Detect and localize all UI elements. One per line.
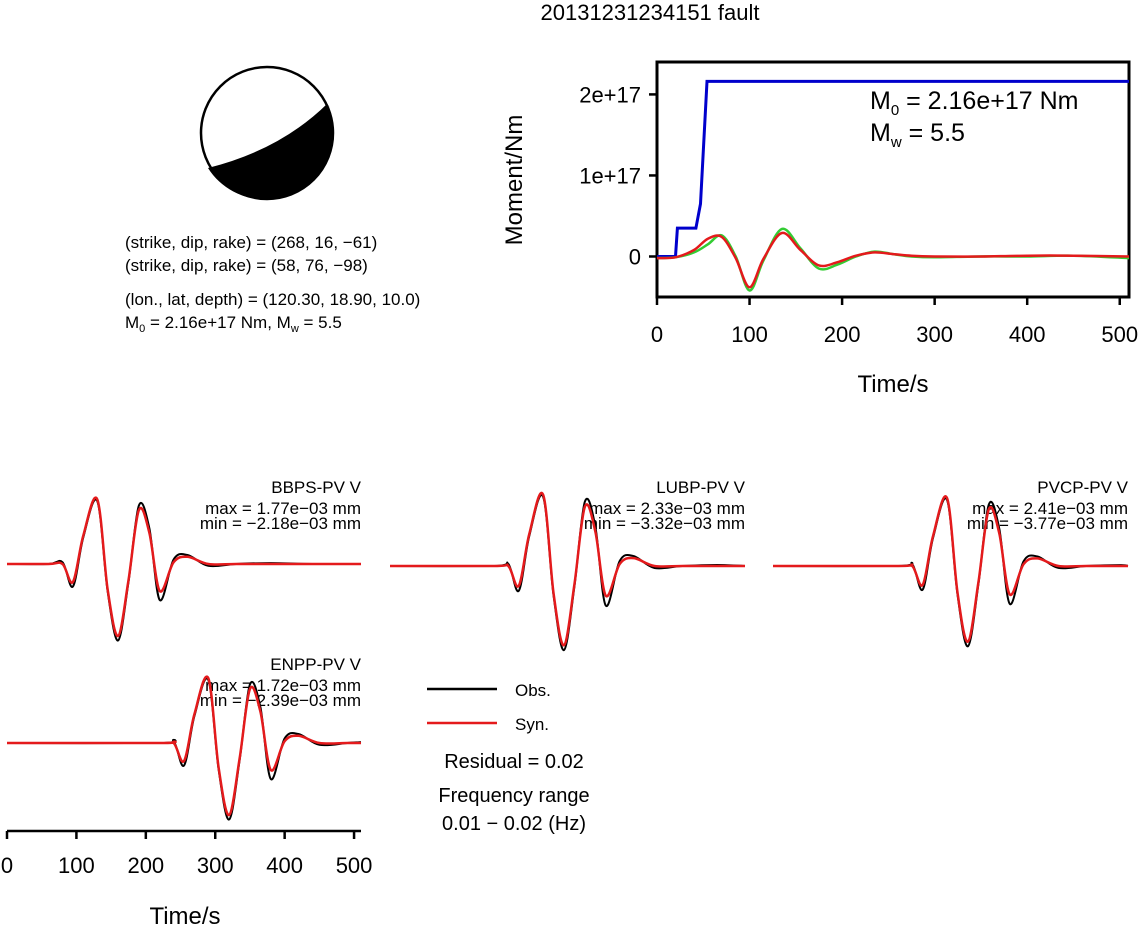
station-name: BBPS-PV V <box>271 478 361 497</box>
legend-obs-label: Obs. <box>515 681 551 700</box>
moment-rate-panel: Moment/Nm Time/s M0 = 2.16e+17 Nm Mw = 5… <box>501 60 1138 398</box>
residual-text: Residual = 0.02 <box>444 751 584 773</box>
moment-x-tick-label: 400 <box>1009 322 1046 347</box>
station-max: max = 2.33e−03 mm <box>589 499 745 518</box>
station-max: max = 2.41e−03 mm <box>972 499 1128 518</box>
moment-y-axis-label: Moment/Nm <box>501 115 528 246</box>
waveform-x-tick-label: 300 <box>197 853 234 878</box>
station-max: max = 1.72e−03 mm <box>205 676 361 695</box>
m0-value: = 2.16e+17 Nm <box>899 87 1078 115</box>
beachball-diagram <box>199 65 335 201</box>
m-symbol: M <box>870 87 891 115</box>
moment-x-tick-label: 500 <box>1101 322 1138 347</box>
moment-y-tick-label: 0 <box>629 244 641 269</box>
mw-value: = 5.5 <box>902 119 965 147</box>
moment-x-axis-label: Time/s <box>857 371 928 398</box>
moment-rate-red-line <box>656 231 1130 289</box>
frequency-range-label: Frequency range <box>438 785 589 807</box>
mw-value: = 5.5 <box>299 313 342 332</box>
waveform-x-tick-label: 0 <box>1 853 13 878</box>
waveform-time-axis: Time/s 0 100 200 300 400 500 <box>1 829 373 926</box>
frequency-range-value: 0.01 − 0.02 (Hz) <box>442 813 586 835</box>
station-max: max = 1.77e−03 mm <box>205 499 361 518</box>
mechanism-line-4: M0 = 2.16e+17 Nm, Mw = 5.5 <box>125 313 342 335</box>
mechanism-line-1: (strike, dip, rake) = (268, 16, −61) <box>125 233 377 252</box>
waveform-legend: Obs. Syn. Residual = 0.02 Frequency rang… <box>427 681 590 835</box>
subscript-w: w <box>890 134 902 151</box>
beachball-compressional-quadrant <box>208 104 334 200</box>
station-min: min = −3.32e−03 mm <box>584 514 745 533</box>
subscript-w: w <box>290 323 299 335</box>
waveform-x-tick-label: 400 <box>266 853 303 878</box>
station-name: ENPP-PV V <box>270 655 361 674</box>
station-min: min = −2.39e−03 mm <box>200 691 361 710</box>
mechanism-info: (strike, dip, rake) = (268, 16, −61) (st… <box>125 233 420 335</box>
mechanism-line-3: (lon., lat, depth) = (120.30, 18.90, 10.… <box>125 290 420 309</box>
moment-x-tick-label: 300 <box>916 322 953 347</box>
moment-rate-green-line <box>656 227 1130 292</box>
subscript-0: 0 <box>139 323 145 335</box>
station-min: min = −2.18e−03 mm <box>200 514 361 533</box>
legend-syn-label: Syn. <box>515 715 549 734</box>
synthetic-waveform <box>772 495 1128 643</box>
moment-x-tick-label: 100 <box>731 322 768 347</box>
mechanism-line-2: (strike, dip, rake) = (58, 76, −98) <box>125 256 368 275</box>
waveform-x-tick-label: 500 <box>336 853 373 878</box>
waveform-x-axis-label: Time/s <box>149 903 220 926</box>
moment-mw-annotation: Mw = 5.5 <box>870 119 965 151</box>
waveform-x-tick-label: 100 <box>58 853 95 878</box>
subscript-0: 0 <box>891 102 899 119</box>
synthetic-waveform <box>389 491 745 647</box>
beachball-sliver <box>321 96 330 108</box>
m-symbol: M <box>125 313 139 332</box>
moment-x-tick-label: 200 <box>824 322 861 347</box>
moment-m0-annotation: M0 = 2.16e+17 Nm <box>870 87 1078 119</box>
station-name: PVCP-PV V <box>1037 478 1128 497</box>
synthetic-waveform <box>7 675 361 817</box>
moment-y-ticks: 0 1e+17 2e+17 <box>579 82 657 269</box>
moment-y-tick-label: 1e+17 <box>579 163 641 188</box>
moment-x-tick-label: 0 <box>651 322 663 347</box>
moment-x-ticks: 0 100 200 300 400 500 <box>651 297 1138 347</box>
station-name: LUBP-PV V <box>656 478 745 497</box>
moment-series <box>656 79 1130 292</box>
figure-title: 20131231234151 fault <box>541 0 760 25</box>
moment-y-tick-label: 2e+17 <box>579 82 641 107</box>
station-min: min = −3.77e−03 mm <box>967 514 1128 533</box>
m0-value: = 2.16e+17 Nm, M <box>145 313 291 332</box>
synthetic-waveform <box>6 496 361 638</box>
moment-plot-frame <box>655 60 1131 299</box>
waveform-x-tick-label: 200 <box>127 853 164 878</box>
m-symbol: M <box>870 119 891 147</box>
